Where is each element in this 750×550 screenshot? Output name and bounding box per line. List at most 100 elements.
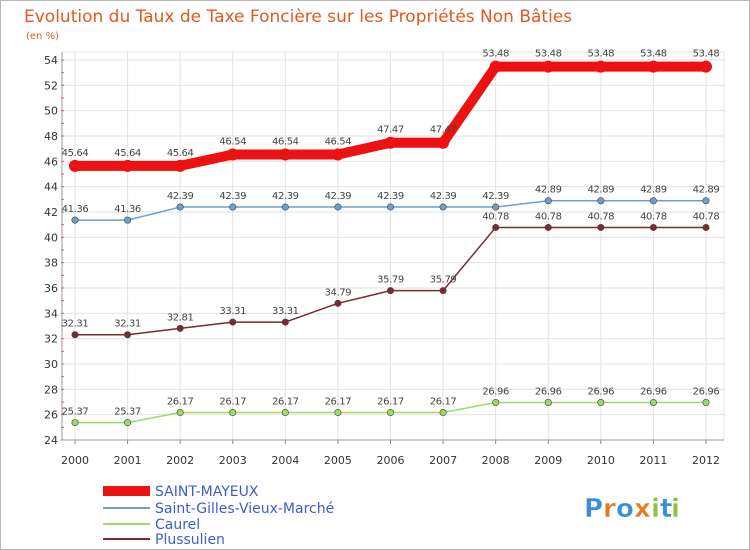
data-point	[597, 197, 605, 205]
x-tick-label: 2002	[166, 454, 194, 467]
series-layer	[69, 60, 712, 427]
legend-label: Saint-Gilles-Vieux-Marché	[155, 501, 334, 517]
data-label: 47.47	[377, 125, 404, 136]
data-label: 33.31	[219, 306, 246, 317]
data-label: 26.17	[219, 397, 246, 408]
logo-letter: x	[634, 494, 651, 524]
data-label: 26.17	[430, 397, 457, 408]
data-label: 47.47	[430, 125, 457, 136]
data-label: 42.39	[325, 191, 352, 202]
data-point	[229, 203, 237, 211]
data-point	[544, 197, 552, 205]
data-label: 26.17	[325, 397, 352, 408]
data-point	[334, 203, 342, 211]
data-point	[334, 409, 342, 417]
data-label: 35.79	[430, 275, 457, 286]
data-point	[597, 223, 605, 231]
data-label: 45.64	[167, 148, 194, 159]
logo-letter: P	[584, 494, 603, 524]
data-point	[69, 159, 81, 172]
data-label: 26.96	[588, 387, 615, 398]
data-point	[700, 60, 712, 73]
data-point	[489, 60, 502, 73]
data-label: 42.39	[219, 191, 246, 202]
data-label: 40.78	[588, 211, 615, 222]
data-label: 26.96	[693, 387, 720, 398]
data-label: 53.48	[640, 49, 667, 60]
data-point	[597, 399, 605, 407]
data-label: 25.37	[114, 407, 141, 418]
data-label: 46.54	[219, 136, 246, 147]
data-label: 40.78	[535, 211, 562, 222]
logo-letter: o	[616, 494, 634, 524]
data-point	[649, 197, 657, 205]
x-tick-label: 2012	[692, 454, 720, 467]
data-point	[331, 148, 344, 161]
data-label: 32.31	[114, 319, 141, 330]
data-label: 53.48	[693, 49, 720, 60]
y-tick-label: 48	[44, 130, 58, 143]
data-label: 34.79	[325, 287, 352, 298]
data-label: 53.48	[535, 49, 562, 60]
y-tick-label: 38	[44, 257, 58, 270]
data-label: 42.89	[640, 185, 667, 196]
data-point	[281, 318, 289, 326]
data-label: 42.89	[535, 185, 562, 196]
y-tick-label: 32	[44, 333, 58, 346]
data-point	[439, 409, 447, 417]
data-point	[281, 203, 289, 211]
data-point	[124, 216, 132, 224]
data-labels: 45.64 45.64 45.64 46.54 46.54 46.54 47.47 47.47…	[62, 49, 720, 418]
y-tick-label: 40	[44, 231, 58, 244]
chart-title: Evolution du Taux de Taxe Foncière sur l…	[24, 7, 572, 27]
data-label: 35.79	[377, 275, 404, 286]
data-label: 40.78	[482, 211, 509, 222]
data-point	[229, 409, 237, 417]
data-point	[649, 399, 657, 407]
data-label: 40.78	[693, 211, 720, 222]
data-point	[229, 318, 237, 326]
data-label: 46.54	[325, 136, 352, 147]
data-label: 42.89	[693, 185, 720, 196]
data-label: 33.31	[272, 306, 299, 317]
plot-area	[61, 51, 725, 441]
x-tick-label: 2011	[639, 454, 667, 467]
data-point	[176, 324, 184, 332]
x-tick-label: 2010	[587, 454, 615, 467]
data-point	[386, 409, 394, 417]
y-tick-label: 30	[44, 358, 58, 371]
legend-label: Plussulien	[155, 532, 225, 548]
data-point	[702, 399, 710, 407]
x-tick-label: 2003	[219, 454, 247, 467]
data-label: 32.31	[62, 319, 89, 330]
x-tick-label: 2007	[429, 454, 457, 467]
data-point	[176, 409, 184, 417]
data-point	[437, 136, 450, 149]
x-tick-label: 2008	[482, 454, 510, 467]
data-point	[334, 299, 342, 307]
x-tick-label: 2009	[534, 454, 562, 467]
data-point	[702, 197, 710, 205]
data-label: 41.36	[62, 204, 89, 215]
y-tick-label: 26	[44, 409, 58, 422]
y-tick-label: 28	[44, 383, 58, 396]
data-point	[226, 148, 239, 161]
data-point	[544, 399, 552, 407]
data-label: 26.17	[167, 397, 194, 408]
data-label: 26.96	[535, 387, 562, 398]
data-label: 42.89	[588, 185, 615, 196]
legend-label: SAINT-MAYEUX	[155, 484, 259, 500]
data-label: 32.81	[167, 312, 194, 323]
data-point	[386, 287, 394, 295]
x-tick-label: 2005	[324, 454, 352, 467]
data-point	[647, 60, 660, 73]
data-point	[542, 60, 555, 73]
data-point	[439, 203, 447, 211]
data-point	[176, 203, 184, 211]
data-label: 53.48	[588, 49, 615, 60]
y-tick-label: 44	[44, 181, 58, 194]
data-label: 53.48	[482, 49, 509, 60]
logo-letter: i	[671, 494, 680, 524]
data-point	[649, 223, 657, 231]
